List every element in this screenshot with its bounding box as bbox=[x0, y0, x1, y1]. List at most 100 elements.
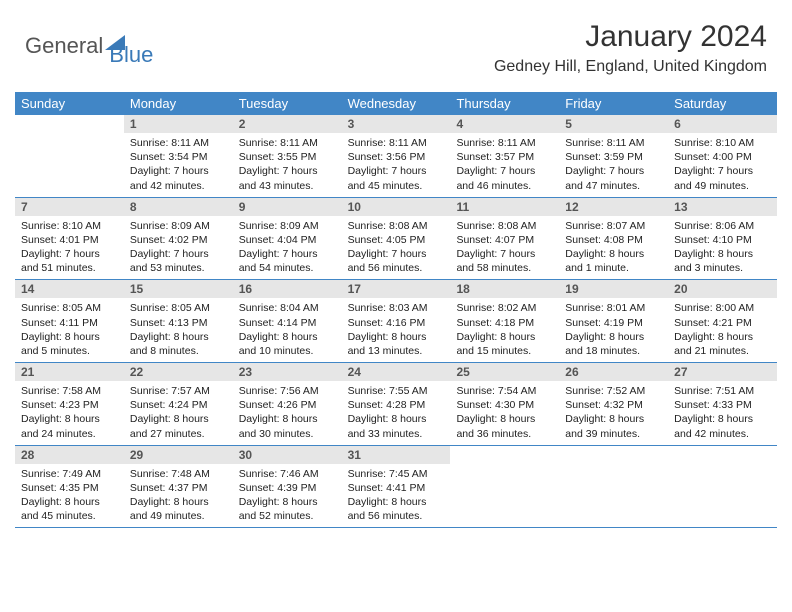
day-header: Tuesday bbox=[233, 92, 342, 115]
day-body: Sunrise: 8:11 AMSunset: 3:55 PMDaylight:… bbox=[233, 133, 342, 197]
daylight-line: Daylight: 7 hours and 51 minutes. bbox=[21, 247, 118, 275]
sunrise-line: Sunrise: 8:03 AM bbox=[348, 301, 445, 315]
daylight-line: Daylight: 7 hours and 58 minutes. bbox=[456, 247, 553, 275]
sunrise-line: Sunrise: 8:11 AM bbox=[130, 136, 227, 150]
sunrise-line: Sunrise: 8:09 AM bbox=[239, 219, 336, 233]
daylight-line: Daylight: 8 hours and 33 minutes. bbox=[348, 412, 445, 440]
location: Gedney Hill, England, United Kingdom bbox=[494, 58, 767, 76]
day-cell: 16Sunrise: 8:04 AMSunset: 4:14 PMDayligh… bbox=[233, 280, 342, 362]
sunset-line: Sunset: 4:41 PM bbox=[348, 481, 445, 495]
day-body: Sunrise: 8:10 AMSunset: 4:01 PMDaylight:… bbox=[15, 216, 124, 280]
sunset-line: Sunset: 4:02 PM bbox=[130, 233, 227, 247]
day-number: 19 bbox=[559, 280, 668, 298]
daylight-line: Daylight: 8 hours and 1 minute. bbox=[565, 247, 662, 275]
sunset-line: Sunset: 3:56 PM bbox=[348, 150, 445, 164]
day-cell: 19Sunrise: 8:01 AMSunset: 4:19 PMDayligh… bbox=[559, 280, 668, 362]
sunset-line: Sunset: 4:01 PM bbox=[21, 233, 118, 247]
day-header: Sunday bbox=[15, 92, 124, 115]
sunset-line: Sunset: 3:54 PM bbox=[130, 150, 227, 164]
week-row: 21Sunrise: 7:58 AMSunset: 4:23 PMDayligh… bbox=[15, 363, 777, 446]
day-number: 21 bbox=[15, 363, 124, 381]
sunset-line: Sunset: 4:07 PM bbox=[456, 233, 553, 247]
day-body: Sunrise: 7:55 AMSunset: 4:28 PMDaylight:… bbox=[342, 381, 451, 445]
week-row: 14Sunrise: 8:05 AMSunset: 4:11 PMDayligh… bbox=[15, 280, 777, 363]
day-number: 8 bbox=[124, 198, 233, 216]
day-cell bbox=[15, 115, 124, 197]
sunset-line: Sunset: 4:26 PM bbox=[239, 398, 336, 412]
daylight-line: Daylight: 8 hours and 8 minutes. bbox=[130, 330, 227, 358]
sunrise-line: Sunrise: 8:11 AM bbox=[565, 136, 662, 150]
day-body: Sunrise: 8:02 AMSunset: 4:18 PMDaylight:… bbox=[450, 298, 559, 362]
day-number: 3 bbox=[342, 115, 451, 133]
sunset-line: Sunset: 4:23 PM bbox=[21, 398, 118, 412]
sunrise-line: Sunrise: 7:48 AM bbox=[130, 467, 227, 481]
day-number: 20 bbox=[668, 280, 777, 298]
weeks-container: 1Sunrise: 8:11 AMSunset: 3:54 PMDaylight… bbox=[15, 115, 777, 528]
day-number: 2 bbox=[233, 115, 342, 133]
sunset-line: Sunset: 4:21 PM bbox=[674, 316, 771, 330]
sunrise-line: Sunrise: 8:07 AM bbox=[565, 219, 662, 233]
day-cell: 23Sunrise: 7:56 AMSunset: 4:26 PMDayligh… bbox=[233, 363, 342, 445]
day-cell: 31Sunrise: 7:45 AMSunset: 4:41 PMDayligh… bbox=[342, 446, 451, 528]
daylight-line: Daylight: 8 hours and 49 minutes. bbox=[130, 495, 227, 523]
day-body: Sunrise: 8:04 AMSunset: 4:14 PMDaylight:… bbox=[233, 298, 342, 362]
sunset-line: Sunset: 3:55 PM bbox=[239, 150, 336, 164]
day-cell: 1Sunrise: 8:11 AMSunset: 3:54 PMDaylight… bbox=[124, 115, 233, 197]
sunset-line: Sunset: 4:04 PM bbox=[239, 233, 336, 247]
daylight-line: Daylight: 7 hours and 42 minutes. bbox=[130, 164, 227, 192]
day-body: Sunrise: 8:11 AMSunset: 3:57 PMDaylight:… bbox=[450, 133, 559, 197]
day-cell: 3Sunrise: 8:11 AMSunset: 3:56 PMDaylight… bbox=[342, 115, 451, 197]
day-cell: 4Sunrise: 8:11 AMSunset: 3:57 PMDaylight… bbox=[450, 115, 559, 197]
day-cell: 24Sunrise: 7:55 AMSunset: 4:28 PMDayligh… bbox=[342, 363, 451, 445]
day-number: 11 bbox=[450, 198, 559, 216]
day-cell: 6Sunrise: 8:10 AMSunset: 4:00 PMDaylight… bbox=[668, 115, 777, 197]
day-body: Sunrise: 8:11 AMSunset: 3:59 PMDaylight:… bbox=[559, 133, 668, 197]
sunset-line: Sunset: 4:08 PM bbox=[565, 233, 662, 247]
day-number: 31 bbox=[342, 446, 451, 464]
day-number: 12 bbox=[559, 198, 668, 216]
day-body: Sunrise: 7:54 AMSunset: 4:30 PMDaylight:… bbox=[450, 381, 559, 445]
sunrise-line: Sunrise: 7:52 AM bbox=[565, 384, 662, 398]
sunrise-line: Sunrise: 8:05 AM bbox=[21, 301, 118, 315]
day-number: 29 bbox=[124, 446, 233, 464]
sunrise-line: Sunrise: 8:08 AM bbox=[456, 219, 553, 233]
sunset-line: Sunset: 4:28 PM bbox=[348, 398, 445, 412]
daylight-line: Daylight: 8 hours and 36 minutes. bbox=[456, 412, 553, 440]
day-body: Sunrise: 7:57 AMSunset: 4:24 PMDaylight:… bbox=[124, 381, 233, 445]
day-number: 18 bbox=[450, 280, 559, 298]
day-cell: 17Sunrise: 8:03 AMSunset: 4:16 PMDayligh… bbox=[342, 280, 451, 362]
day-number: 28 bbox=[15, 446, 124, 464]
day-body: Sunrise: 7:46 AMSunset: 4:39 PMDaylight:… bbox=[233, 464, 342, 528]
logo-text-blue: Blue bbox=[109, 42, 153, 68]
day-body: Sunrise: 7:52 AMSunset: 4:32 PMDaylight:… bbox=[559, 381, 668, 445]
day-cell: 11 Sunrise: 8:08 AMSunset: 4:07 PMDayligh… bbox=[450, 198, 559, 280]
sunrise-line: Sunrise: 8:11 AM bbox=[239, 136, 336, 150]
sunset-line: Sunset: 4:19 PM bbox=[565, 316, 662, 330]
daylight-line: Daylight: 8 hours and 39 minutes. bbox=[565, 412, 662, 440]
day-body: Sunrise: 7:51 AMSunset: 4:33 PMDaylight:… bbox=[668, 381, 777, 445]
sunset-line: Sunset: 4:13 PM bbox=[130, 316, 227, 330]
sunrise-line: Sunrise: 8:10 AM bbox=[674, 136, 771, 150]
day-body: Sunrise: 8:03 AMSunset: 4:16 PMDaylight:… bbox=[342, 298, 451, 362]
day-number: 13 bbox=[668, 198, 777, 216]
day-cell: 21Sunrise: 7:58 AMSunset: 4:23 PMDayligh… bbox=[15, 363, 124, 445]
day-body: Sunrise: 8:09 AMSunset: 4:02 PMDaylight:… bbox=[124, 216, 233, 280]
logo-text-general: General bbox=[25, 33, 103, 59]
day-header: Wednesday bbox=[342, 92, 451, 115]
day-body: Sunrise: 8:11 AMSunset: 3:56 PMDaylight:… bbox=[342, 133, 451, 197]
day-number: 26 bbox=[559, 363, 668, 381]
day-header: Monday bbox=[124, 92, 233, 115]
daylight-line: Daylight: 8 hours and 52 minutes. bbox=[239, 495, 336, 523]
month-title: January 2024 bbox=[494, 20, 767, 54]
day-body: Sunrise: 8:11 AMSunset: 3:54 PMDaylight:… bbox=[124, 133, 233, 197]
day-body: Sunrise: 7:49 AMSunset: 4:35 PMDaylight:… bbox=[15, 464, 124, 528]
day-number: 5 bbox=[559, 115, 668, 133]
day-cell: 15Sunrise: 8:05 AMSunset: 4:13 PMDayligh… bbox=[124, 280, 233, 362]
day-cell: 18Sunrise: 8:02 AMSunset: 4:18 PMDayligh… bbox=[450, 280, 559, 362]
daylight-line: Daylight: 7 hours and 45 minutes. bbox=[348, 164, 445, 192]
day-number: 15 bbox=[124, 280, 233, 298]
daylight-line: Daylight: 8 hours and 27 minutes. bbox=[130, 412, 227, 440]
sunrise-line: Sunrise: 7:57 AM bbox=[130, 384, 227, 398]
day-cell: 22Sunrise: 7:57 AMSunset: 4:24 PMDayligh… bbox=[124, 363, 233, 445]
day-body: Sunrise: 8:10 AMSunset: 4:00 PMDaylight:… bbox=[668, 133, 777, 197]
